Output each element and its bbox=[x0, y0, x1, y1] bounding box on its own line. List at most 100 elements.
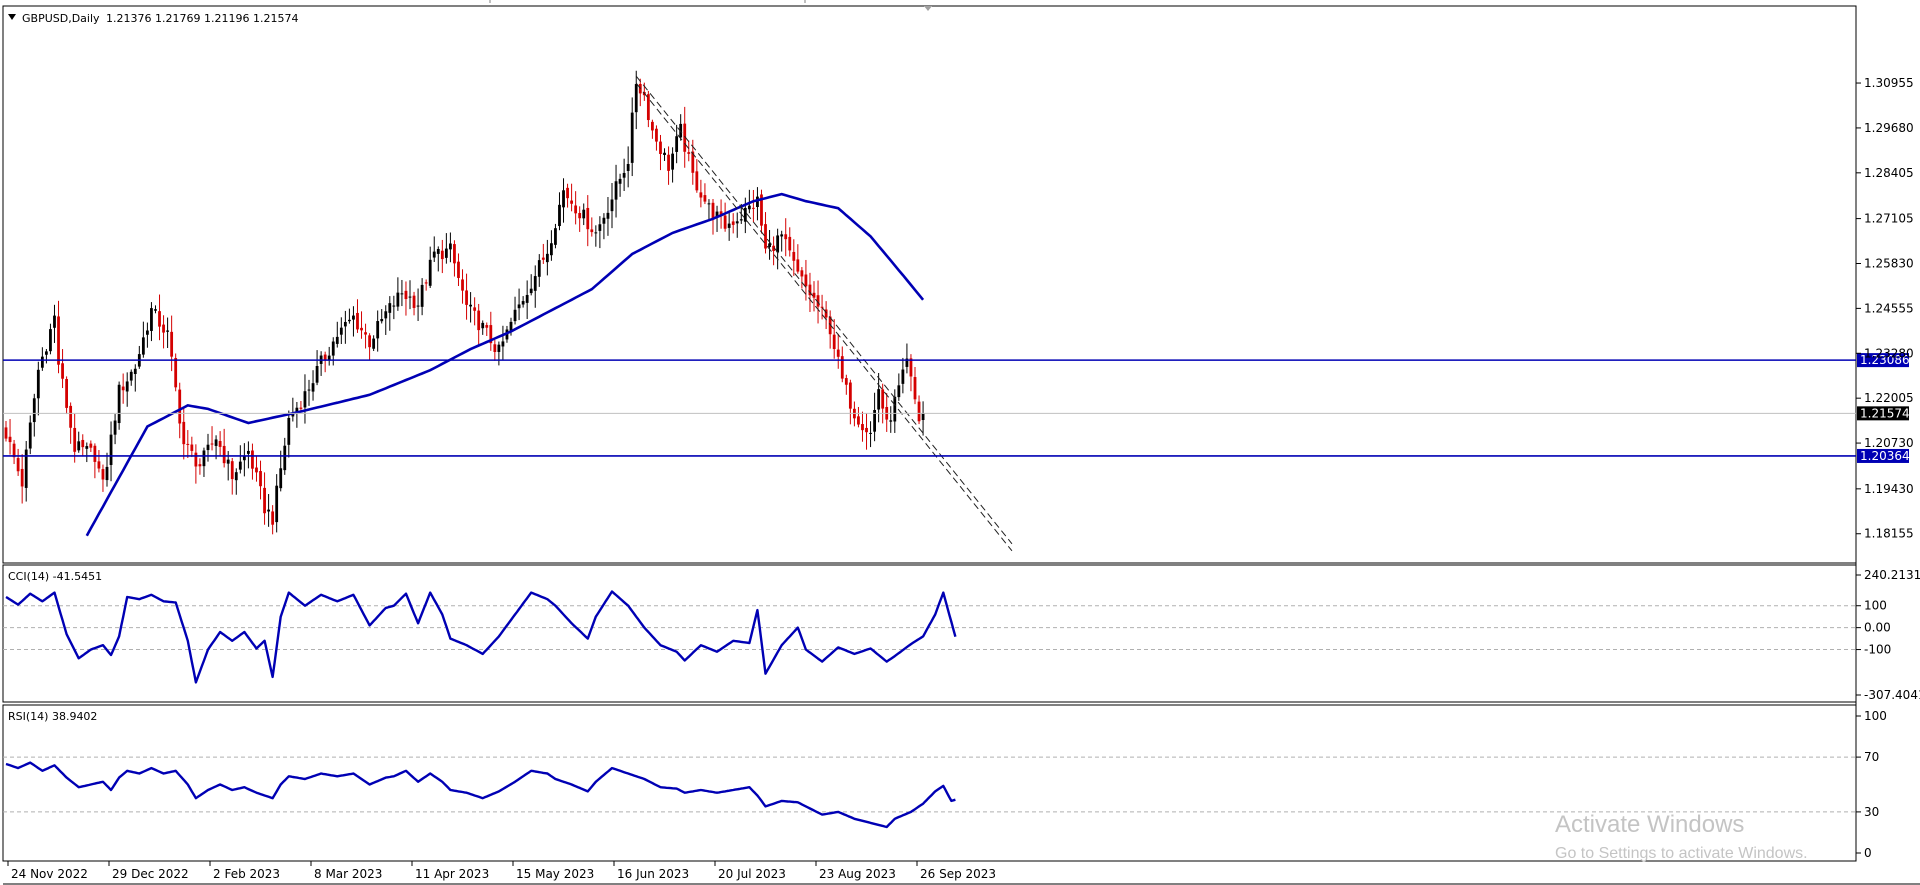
candle bbox=[618, 173, 622, 197]
rsi-tick-label: 70 bbox=[1864, 750, 1879, 764]
candle bbox=[905, 343, 909, 374]
activate-windows-title: Activate Windows bbox=[1555, 811, 1744, 838]
rsi-line bbox=[5, 761, 956, 829]
menu-triangle-icon[interactable] bbox=[8, 14, 16, 20]
candle bbox=[671, 147, 674, 183]
rsi-title: RSI(14) 38.9402 bbox=[8, 710, 97, 723]
candle bbox=[598, 216, 602, 249]
candle bbox=[315, 350, 319, 386]
horizontal-levels[interactable]: 1.23086 1.20364 1.21574 bbox=[3, 353, 1910, 463]
candle bbox=[513, 296, 517, 325]
chart-shift-marker-icon[interactable] bbox=[924, 6, 932, 11]
candle bbox=[481, 320, 485, 335]
candle bbox=[493, 339, 497, 361]
candle bbox=[166, 317, 169, 349]
candle bbox=[20, 454, 24, 504]
cci-tick-label: 240.2131 bbox=[1864, 568, 1920, 582]
candle bbox=[667, 146, 670, 185]
candle bbox=[469, 292, 472, 323]
candle bbox=[675, 124, 679, 164]
candle bbox=[877, 372, 881, 423]
candle bbox=[453, 240, 456, 277]
price-tick-label: 1.25830 bbox=[1864, 256, 1914, 270]
candle bbox=[873, 392, 876, 442]
price-tick-label: 1.22005 bbox=[1864, 391, 1914, 405]
candle bbox=[404, 281, 408, 316]
candle bbox=[368, 333, 371, 361]
candle bbox=[384, 305, 388, 335]
candle bbox=[626, 146, 630, 188]
candle bbox=[303, 374, 307, 424]
candle bbox=[77, 431, 81, 453]
candle bbox=[582, 203, 586, 226]
candle bbox=[162, 315, 165, 349]
candle bbox=[646, 90, 650, 128]
candle bbox=[861, 411, 864, 442]
candle bbox=[465, 273, 468, 320]
candle bbox=[125, 372, 129, 407]
candle bbox=[186, 430, 190, 458]
cci-line bbox=[5, 590, 957, 684]
candle bbox=[844, 374, 848, 395]
candle bbox=[444, 233, 448, 264]
candle bbox=[715, 205, 719, 232]
candle bbox=[65, 376, 68, 415]
candle bbox=[562, 178, 565, 223]
candle bbox=[146, 322, 149, 348]
price-tick-label: 1.23280 bbox=[1864, 346, 1914, 360]
trendlines[interactable] bbox=[635, 75, 1013, 552]
candle bbox=[113, 414, 117, 445]
moving-average-line bbox=[85, 192, 925, 537]
candle bbox=[541, 243, 545, 264]
candle bbox=[348, 308, 351, 324]
candle bbox=[659, 134, 662, 171]
candle bbox=[824, 301, 828, 330]
x-tick-label: 29 Dec 2022 bbox=[112, 867, 189, 881]
candle bbox=[420, 278, 424, 316]
candle bbox=[24, 441, 28, 502]
candle bbox=[222, 428, 226, 468]
candle bbox=[784, 218, 788, 257]
x-tick-label: 26 Sep 2023 bbox=[920, 867, 996, 881]
candle bbox=[796, 244, 800, 274]
candle bbox=[699, 179, 703, 208]
candle bbox=[295, 401, 299, 428]
candle bbox=[73, 413, 77, 463]
candle bbox=[440, 239, 444, 274]
chart-ohlc: 1.21376 1.21769 1.21196 1.21574 bbox=[106, 12, 298, 25]
candle bbox=[8, 419, 12, 455]
candle bbox=[32, 393, 36, 437]
rsi-tick-label: 30 bbox=[1864, 805, 1879, 819]
candle bbox=[602, 213, 606, 240]
candle bbox=[53, 304, 56, 343]
price-tick-label: 1.29680 bbox=[1864, 121, 1914, 135]
candle bbox=[764, 212, 767, 254]
candle bbox=[356, 299, 359, 333]
candle bbox=[610, 183, 614, 229]
candle bbox=[606, 196, 610, 236]
trendline[interactable] bbox=[635, 82, 1013, 552]
price-tick-label: 1.24555 bbox=[1864, 301, 1914, 315]
candle bbox=[81, 434, 85, 457]
candle bbox=[566, 183, 569, 208]
candle bbox=[194, 444, 198, 484]
candle bbox=[396, 277, 400, 311]
candle bbox=[121, 373, 125, 404]
candle bbox=[424, 279, 428, 291]
candle bbox=[558, 192, 561, 231]
x-axis: 24 Nov 2022 29 Dec 2022 2 Feb 2023 8 Mar 20… bbox=[7, 861, 996, 881]
trendline[interactable] bbox=[635, 75, 1013, 545]
candle bbox=[210, 426, 214, 451]
candle bbox=[392, 295, 396, 320]
candle bbox=[497, 341, 501, 366]
candle bbox=[901, 357, 905, 394]
candle bbox=[206, 433, 210, 462]
candle bbox=[820, 294, 824, 320]
candle bbox=[792, 239, 796, 276]
candle bbox=[663, 148, 666, 161]
candle bbox=[137, 345, 141, 369]
candle bbox=[780, 230, 784, 252]
candle bbox=[174, 353, 178, 392]
candle bbox=[117, 381, 121, 430]
